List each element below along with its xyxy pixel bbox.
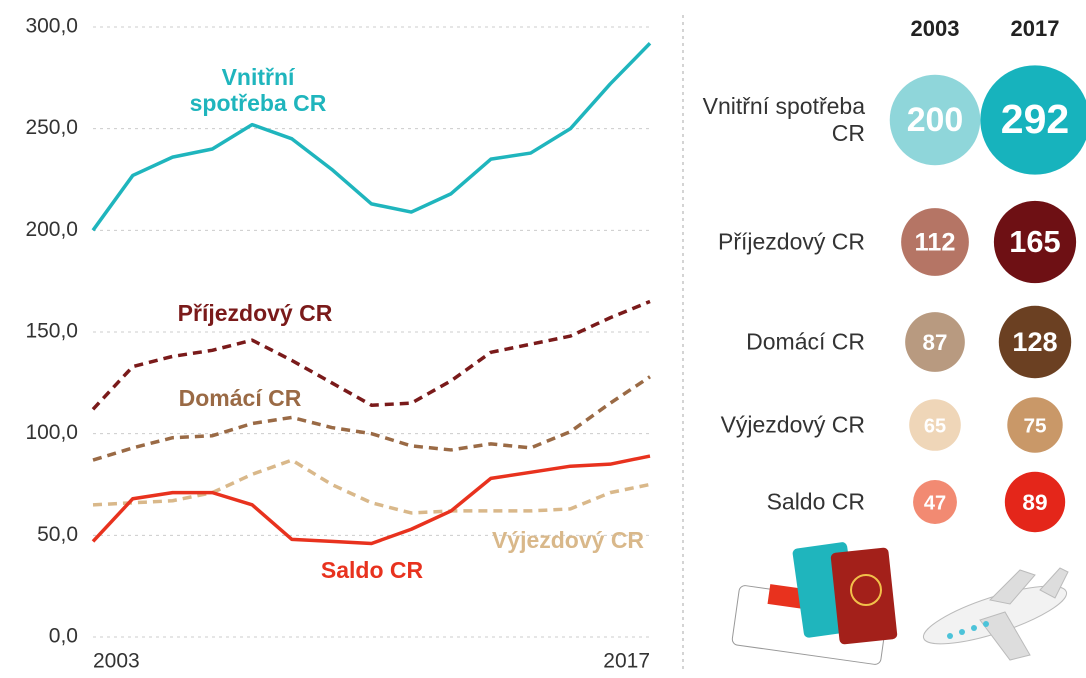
panel-bubble xyxy=(980,65,1086,175)
panel-value: 200 xyxy=(907,101,964,139)
y-tick-label: 0,0 xyxy=(49,625,78,648)
series-line xyxy=(91,299,651,411)
panel-value: 292 xyxy=(1001,96,1069,142)
panel-bubble xyxy=(913,480,957,524)
series-line xyxy=(91,42,652,232)
panel-row-label: Vnitřní spotřeba CR xyxy=(702,93,865,146)
panel-bubble xyxy=(889,74,981,166)
panel-year: 2003 xyxy=(911,16,960,41)
passport-illustration xyxy=(731,542,898,665)
panel-bubble xyxy=(998,305,1072,379)
panel-value: 128 xyxy=(1012,326,1057,357)
panel-year: 2017 xyxy=(1011,16,1060,41)
panel-value: 165 xyxy=(1009,224,1060,259)
panel-bubble xyxy=(901,208,969,276)
panel-value: 47 xyxy=(924,492,946,514)
panel-bubble xyxy=(1004,471,1066,533)
y-tick-label: 250,0 xyxy=(25,116,78,139)
y-tick-label: 200,0 xyxy=(25,218,78,241)
series-label: Vnitřní spotřeba CR xyxy=(189,64,327,116)
series-label: Výjezdový CR xyxy=(491,527,645,553)
panel-value: 75 xyxy=(1023,414,1046,437)
panel-value: 87 xyxy=(923,330,948,355)
panel-row-label: Příjezdový CR xyxy=(718,228,865,255)
y-tick-label: 50,0 xyxy=(37,523,78,546)
series-line xyxy=(92,458,651,515)
series-label: Příjezdový CR xyxy=(177,300,333,326)
panel-value: 89 xyxy=(1022,490,1047,515)
series-line xyxy=(92,375,651,462)
panel-bubble xyxy=(1007,397,1063,453)
plane-illustration xyxy=(922,567,1069,661)
series-label: Domácí CR xyxy=(178,385,302,411)
y-tick-label: 300,0 xyxy=(25,15,78,38)
series-label: Saldo CR xyxy=(320,557,424,583)
panel-bubble xyxy=(905,312,965,372)
panel-bubble xyxy=(909,399,961,451)
panel-bubble xyxy=(993,200,1077,284)
panel-value: 65 xyxy=(924,415,946,437)
x-tick-label: 2017 xyxy=(603,650,650,673)
y-tick-label: 100,0 xyxy=(25,421,78,444)
y-tick-label: 150,0 xyxy=(25,320,78,343)
panel-row-label: Domácí CR xyxy=(746,328,865,355)
x-tick-label: 2003 xyxy=(93,650,140,673)
panel-row-label: Výjezdový CR xyxy=(720,411,865,438)
panel-row-label: Saldo CR xyxy=(766,488,865,515)
series-line xyxy=(91,454,651,546)
panel-value: 112 xyxy=(915,229,956,257)
